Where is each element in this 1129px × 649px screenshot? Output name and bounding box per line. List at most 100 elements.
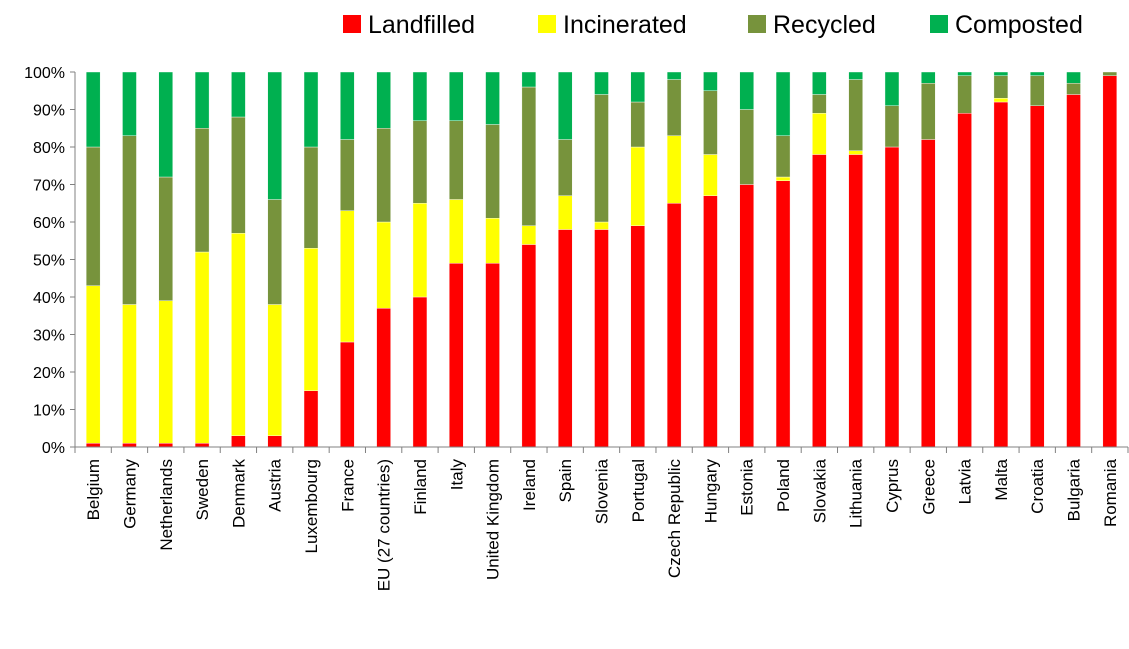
x-tick-label: Cyprus bbox=[883, 459, 902, 513]
bar-segment-recycled bbox=[231, 116, 246, 234]
bar-segment-composted bbox=[739, 71, 754, 110]
bar-segment-recycled bbox=[85, 146, 101, 286]
bar-segment-incinerated bbox=[267, 304, 282, 436]
bar-segment-incinerated bbox=[231, 233, 246, 436]
x-tick-label: Italy bbox=[447, 459, 466, 491]
bar-segment-composted bbox=[231, 71, 246, 118]
bar-segment-recycled bbox=[630, 101, 646, 148]
bar-segment-landfilled bbox=[158, 443, 173, 448]
y-tick-label: 70% bbox=[33, 178, 65, 195]
bar-segment-incinerated bbox=[666, 135, 682, 204]
bar-segment-incinerated bbox=[122, 304, 137, 444]
bar-segment-recycled bbox=[303, 146, 319, 249]
x-tick-label: Estonia bbox=[738, 458, 757, 515]
y-tick-label: 90% bbox=[33, 103, 65, 120]
y-tick-label: 100% bbox=[24, 65, 65, 82]
bar-segment-landfilled bbox=[739, 184, 754, 448]
bar-segment-landfilled bbox=[194, 443, 210, 448]
bar-segment-landfilled bbox=[884, 146, 900, 448]
x-tick-label: Portugal bbox=[629, 459, 648, 522]
bar-segment-incinerated bbox=[412, 203, 428, 298]
bar-segment-recycled bbox=[376, 128, 391, 223]
bar-segment-landfilled bbox=[449, 263, 464, 448]
bar-segment-composted bbox=[85, 71, 101, 148]
bar-segment-landfilled bbox=[1066, 94, 1081, 448]
bar-segment-incinerated bbox=[848, 150, 863, 155]
bar-segment-incinerated bbox=[340, 210, 355, 343]
bar-segment-landfilled bbox=[267, 435, 282, 448]
bar-segment-composted bbox=[993, 71, 1009, 76]
bar-segment-recycled bbox=[340, 139, 355, 211]
bar-segment-incinerated bbox=[775, 176, 791, 181]
x-tick-label: United Kingdom bbox=[484, 459, 503, 580]
bar-segment-composted bbox=[1030, 71, 1045, 76]
x-tick-label: France bbox=[338, 459, 357, 512]
legend-swatch bbox=[930, 15, 948, 33]
x-tick-label: Spain bbox=[556, 459, 575, 502]
legend-label: Landfilled bbox=[368, 11, 475, 39]
x-tick-label: Belgium bbox=[84, 459, 103, 520]
bar-segment-recycled bbox=[812, 94, 827, 114]
bar-segment-recycled bbox=[884, 105, 900, 148]
x-tick-label: Finland bbox=[411, 459, 430, 515]
bar-segment-incinerated bbox=[158, 300, 173, 444]
bar-segment-recycled bbox=[921, 83, 936, 140]
bar-segment-recycled bbox=[521, 86, 537, 226]
bar-segment-landfilled bbox=[630, 225, 646, 448]
bar-segment-recycled bbox=[267, 199, 282, 305]
x-tick-label: Netherlands bbox=[157, 459, 176, 551]
bar-segment-composted bbox=[594, 71, 609, 95]
bar-segment-landfilled bbox=[812, 154, 827, 448]
bar-segment-composted bbox=[884, 71, 900, 106]
x-tick-label: Romania bbox=[1101, 458, 1120, 527]
bar-segment-composted bbox=[412, 71, 428, 121]
bar-segment-incinerated bbox=[194, 251, 210, 444]
bar-segment-recycled bbox=[449, 120, 464, 200]
bar-segment-composted bbox=[666, 71, 682, 80]
y-tick-label: 80% bbox=[33, 140, 65, 157]
bar-segment-landfilled bbox=[376, 308, 391, 448]
bar-segment-incinerated bbox=[521, 225, 537, 245]
bar-segment-composted bbox=[340, 71, 355, 140]
bar-segment-composted bbox=[957, 71, 972, 76]
bar-segment-recycled bbox=[158, 176, 173, 301]
x-tick-label: Malta bbox=[992, 458, 1011, 500]
x-tick-label: Sweden bbox=[193, 459, 212, 520]
bar-segment-recycled bbox=[122, 135, 137, 305]
x-tick-label: Slovenia bbox=[593, 458, 612, 524]
bar-segment-composted bbox=[1066, 71, 1081, 84]
bar-segment-recycled bbox=[993, 75, 1009, 99]
bar-segment-incinerated bbox=[812, 113, 827, 155]
bar-segment-incinerated bbox=[557, 195, 573, 230]
bar-segment-composted bbox=[303, 71, 319, 148]
bar-segment-landfilled bbox=[303, 390, 319, 448]
x-tick-label: Luxembourg bbox=[302, 459, 321, 554]
bar-segment-landfilled bbox=[122, 443, 137, 448]
bar-segment-recycled bbox=[957, 75, 972, 114]
bar-segment-composted bbox=[485, 71, 500, 125]
bar-segment-composted bbox=[194, 71, 210, 129]
bar-segment-recycled bbox=[848, 79, 863, 151]
y-tick-label: 20% bbox=[33, 365, 65, 382]
x-tick-label: Germany bbox=[120, 459, 139, 529]
bar-segment-recycled bbox=[485, 124, 500, 219]
bar-segment-incinerated bbox=[485, 218, 500, 264]
x-tick-label: Greece bbox=[919, 459, 938, 515]
bar-segment-landfilled bbox=[993, 101, 1009, 448]
bar-segment-composted bbox=[775, 71, 791, 136]
bar-segment-landfilled bbox=[521, 244, 537, 448]
bar-segment-recycled bbox=[703, 90, 718, 155]
bar-segment-landfilled bbox=[340, 341, 355, 448]
bar-segment-incinerated bbox=[303, 248, 319, 391]
y-tick-label: 50% bbox=[33, 253, 65, 270]
bar-segment-landfilled bbox=[557, 229, 573, 448]
y-tick-label: 30% bbox=[33, 328, 65, 345]
y-tick-label: 0% bbox=[42, 440, 65, 457]
bar-segment-incinerated bbox=[376, 221, 391, 309]
bar-segment-landfilled bbox=[848, 154, 863, 448]
bar-segment-recycled bbox=[775, 135, 791, 178]
x-tick-label: EU (27 countries) bbox=[375, 459, 394, 591]
bar-segment-recycled bbox=[666, 79, 682, 136]
bar-segment-incinerated bbox=[630, 146, 646, 226]
bar-segment-composted bbox=[703, 71, 718, 91]
